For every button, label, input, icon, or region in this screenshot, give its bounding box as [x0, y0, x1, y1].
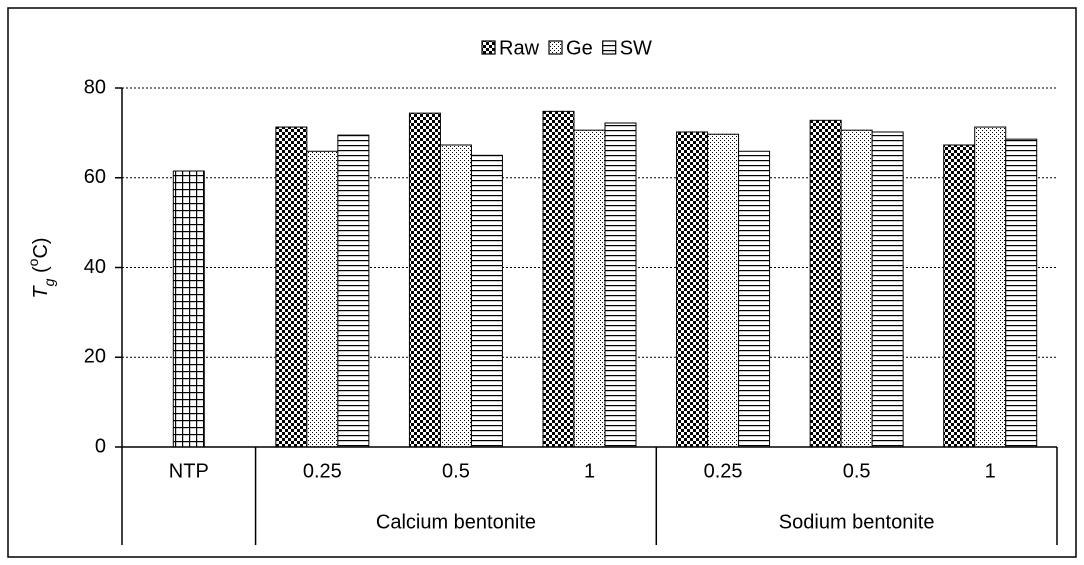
bar [408, 112, 441, 448]
bar [573, 129, 606, 448]
legend-label: SW [620, 37, 652, 59]
bar [439, 144, 472, 448]
bar [542, 110, 575, 448]
bar [604, 122, 637, 448]
y-axis-label: Tg (oC) [25, 237, 57, 298]
group-label: Sodium bentonite [779, 511, 935, 533]
x-tick-label: 0.5 [442, 460, 470, 482]
y-tick-label: 80 [84, 76, 106, 98]
bar [738, 150, 771, 448]
y-axis-label-part: T [30, 285, 52, 299]
x-tick-label: 0.25 [704, 460, 743, 482]
bar [306, 150, 339, 448]
group-label: Calcium bentonite [376, 511, 536, 533]
x-tick-label: NTP [169, 460, 209, 482]
bar [943, 144, 976, 448]
bar [676, 131, 709, 448]
y-axis-label-part: ( [30, 266, 52, 279]
bar [707, 133, 740, 448]
x-tick-label: 1 [584, 460, 595, 482]
y-tick-label: 60 [84, 166, 106, 188]
bar [840, 129, 873, 448]
y-axis-label-part: C) [30, 237, 52, 258]
y-tick-label: 0 [95, 435, 106, 457]
y-tick-label: 20 [84, 346, 106, 368]
legend-swatch [548, 40, 563, 55]
bar [871, 131, 904, 448]
x-tick-label: 0.25 [303, 460, 342, 482]
y-axis-label-part: o [25, 258, 41, 266]
x-tick-label: 1 [985, 460, 996, 482]
bar [470, 154, 503, 448]
bar [1005, 138, 1038, 448]
legend-label: Raw [499, 37, 540, 59]
legend-label: Ge [566, 37, 593, 59]
bar [337, 134, 370, 448]
legend-swatch [481, 40, 496, 55]
bar [172, 170, 205, 448]
legend-swatch [602, 40, 617, 55]
y-axis-label-part: g [41, 278, 57, 286]
x-tick-label: 0.5 [843, 460, 871, 482]
y-tick-label: 40 [84, 256, 106, 278]
bar [974, 126, 1007, 448]
bar [275, 126, 308, 448]
chart-border [7, 7, 1077, 558]
bar [809, 119, 842, 448]
